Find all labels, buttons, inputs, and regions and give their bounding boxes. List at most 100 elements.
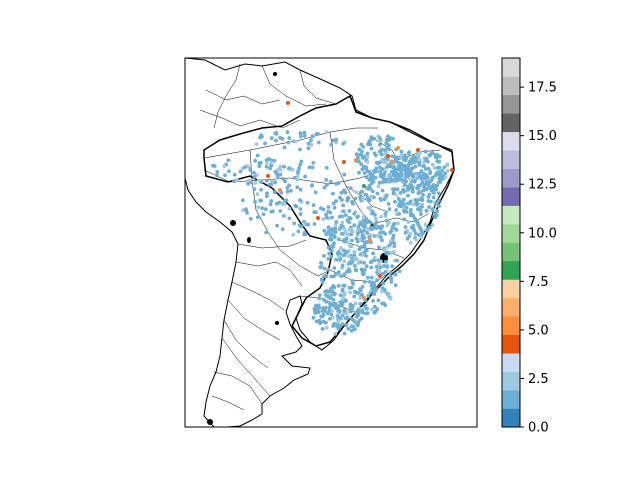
- data-point: [369, 194, 374, 199]
- data-point: [411, 202, 416, 207]
- data-point: [328, 233, 333, 237]
- data-point: [340, 322, 345, 327]
- data-point: [369, 275, 374, 280]
- data-point: [270, 179, 274, 183]
- data-point: [299, 159, 304, 164]
- data-point: [215, 173, 219, 178]
- data-point: [391, 173, 396, 178]
- data-point: [415, 153, 420, 158]
- data-point: [348, 216, 353, 221]
- data-point: [303, 232, 308, 237]
- data-point: [331, 297, 336, 302]
- data-point: [354, 268, 359, 273]
- data-point: [329, 142, 334, 147]
- data-point: [293, 203, 298, 208]
- data-point: [397, 212, 401, 216]
- data-point: [298, 187, 303, 192]
- data-point: [392, 165, 397, 170]
- data-point: [318, 321, 322, 326]
- colorbar-tick-label: 12.5: [528, 178, 557, 193]
- data-point: [357, 247, 362, 252]
- data-point: [393, 227, 398, 231]
- data-point: [286, 101, 290, 105]
- data-point: [361, 222, 365, 227]
- data-point: [408, 199, 413, 204]
- data-point: [253, 158, 258, 163]
- data-point: [264, 161, 269, 165]
- data-point: [232, 179, 237, 184]
- data-point: [295, 174, 300, 179]
- data-point: [321, 319, 326, 324]
- data-point: [342, 259, 347, 264]
- data-point: [291, 232, 296, 237]
- colorbar-tick-label: 0.0: [528, 421, 549, 436]
- data-point: [390, 225, 395, 230]
- map-background: [185, 58, 477, 427]
- data-point: [419, 174, 423, 179]
- data-point: [398, 177, 403, 182]
- data-point: [243, 165, 247, 170]
- data-point: [418, 208, 423, 213]
- data-point: [282, 202, 287, 206]
- data-point: [392, 187, 397, 192]
- data-point: [408, 241, 413, 245]
- data-point: [345, 316, 350, 321]
- data-point: [420, 179, 425, 184]
- data-point: [386, 143, 391, 148]
- data-point: [434, 171, 439, 176]
- data-point: [367, 184, 372, 188]
- data-point: [366, 275, 370, 280]
- data-point: [343, 213, 348, 218]
- data-point: [266, 174, 270, 178]
- colorbar-tick-label: 7.5: [528, 275, 549, 290]
- data-point: [391, 191, 396, 196]
- data-point: [292, 221, 297, 226]
- data-point: [334, 257, 339, 262]
- data-point: [274, 171, 279, 176]
- data-point: [346, 232, 350, 237]
- data-point: [334, 137, 339, 142]
- data-point: [358, 195, 362, 200]
- data-point: [423, 222, 428, 227]
- colorbar-segment: [502, 390, 520, 409]
- colorbar-tick-label: 17.5: [528, 81, 557, 96]
- data-point: [245, 211, 250, 215]
- data-point: [255, 215, 260, 220]
- data-point: [252, 171, 256, 175]
- data-point: [395, 187, 400, 192]
- data-point: [267, 157, 271, 161]
- data-point: [372, 304, 377, 309]
- data-point: [427, 225, 432, 230]
- data-point: [341, 203, 346, 208]
- data-point: [420, 196, 424, 201]
- data-point: [392, 221, 397, 226]
- data-point: [368, 176, 373, 180]
- data-point: [412, 228, 417, 233]
- data-point: [302, 219, 306, 224]
- colorbar-tick-label: 10.0: [528, 226, 557, 241]
- data-point: [310, 134, 315, 139]
- data-point: [362, 296, 366, 300]
- data-point: [340, 313, 345, 318]
- data-point: [414, 238, 418, 242]
- data-point: [378, 136, 382, 141]
- data-point: [379, 214, 383, 219]
- data-point: [269, 199, 274, 203]
- data-point: [372, 310, 377, 315]
- colorbar-segment: [502, 150, 520, 169]
- data-point: [427, 153, 432, 157]
- data-point: [370, 209, 375, 214]
- data-point: [325, 182, 329, 187]
- data-point: [420, 231, 425, 236]
- data-point: [386, 154, 390, 158]
- data-point: [358, 301, 363, 306]
- data-point: [323, 305, 328, 310]
- data-point: [369, 265, 374, 270]
- data-point: [437, 154, 442, 159]
- colorbar-segment: [502, 408, 520, 428]
- data-point: [402, 217, 407, 222]
- data-point: [350, 304, 355, 308]
- data-point: [406, 220, 411, 225]
- colorbar-segment: [502, 353, 520, 372]
- data-point: [363, 240, 368, 245]
